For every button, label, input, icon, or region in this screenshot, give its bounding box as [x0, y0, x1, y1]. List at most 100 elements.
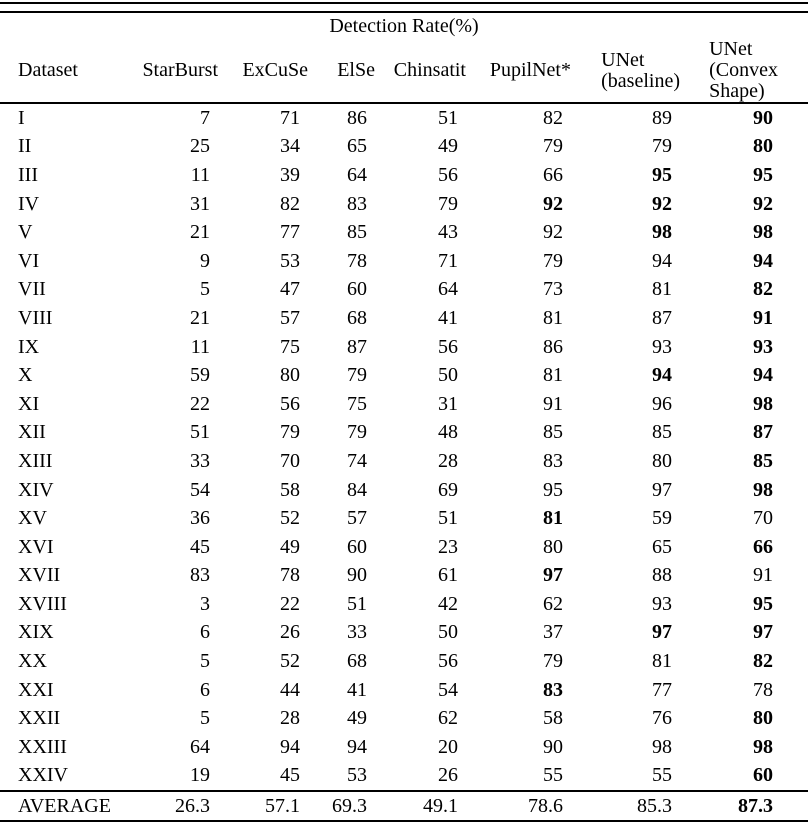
- dataset-cell: I: [18, 106, 25, 129]
- column-header-label: ExCuSe: [242, 59, 308, 81]
- value-cell: 81: [543, 507, 563, 530]
- table-head: Detection Rate(%) Dataset StarBurst ExCuSe…: [0, 13, 808, 103]
- value-cell: 39: [280, 163, 300, 186]
- table-row: XVI 45 49 60 23 80 65 66: [0, 533, 808, 562]
- column-header-starburst: StarBurst: [130, 39, 218, 103]
- value-cell: 62: [438, 707, 458, 730]
- table-row: III 11 39 64 56 66 95 95: [0, 161, 808, 190]
- value-cell: 41: [347, 678, 367, 701]
- value-cell: 33: [347, 621, 367, 644]
- table-row: XXIV 19 45 53 26 55 55 60: [0, 762, 808, 792]
- dataset-cell: X: [18, 364, 33, 387]
- table-row: II 25 34 65 49 79 79 80: [0, 133, 808, 162]
- value-cell: 53: [280, 249, 300, 272]
- value-cell: 87: [753, 421, 773, 444]
- column-header-dataset: Dataset: [0, 39, 130, 103]
- value-cell: 93: [652, 335, 672, 358]
- value-cell: 70: [280, 449, 300, 472]
- value-cell: 86: [543, 335, 563, 358]
- value-cell: 42: [438, 592, 458, 615]
- column-header-else: ElSe: [308, 39, 375, 103]
- value-cell: 93: [753, 335, 773, 358]
- value-cell: 68: [347, 650, 367, 673]
- value-cell: 74: [347, 449, 367, 472]
- value-cell: 43: [438, 221, 458, 244]
- dataset-cell: XI: [18, 392, 40, 415]
- value-cell: 54: [438, 678, 458, 701]
- value-cell: 51: [438, 507, 458, 530]
- value-cell: 50: [438, 364, 458, 387]
- value-cell: 80: [753, 707, 773, 730]
- value-cell: 28: [280, 707, 300, 730]
- value-cell: 48: [438, 421, 458, 444]
- table-row: XXII 5 28 49 62 58 76 80: [0, 704, 808, 733]
- value-cell: 49: [280, 535, 300, 558]
- value-cell: 94: [652, 249, 672, 272]
- value-cell: 6: [200, 621, 210, 644]
- value-cell: 76: [652, 707, 672, 730]
- table-row: XV 36 52 57 51 81 59 70: [0, 504, 808, 533]
- value-cell: 85: [543, 421, 563, 444]
- value-cell: 21: [190, 221, 210, 244]
- value-cell: 87: [652, 306, 672, 329]
- value-cell: 86: [347, 106, 367, 129]
- value-cell: 66: [753, 535, 773, 558]
- value-cell: 20: [438, 735, 458, 758]
- value-cell: 85: [753, 449, 773, 472]
- value-cell: 78: [280, 564, 300, 587]
- value-cell: 80: [543, 535, 563, 558]
- dataset-cell: XXIII: [18, 735, 67, 758]
- value-cell: 95: [543, 478, 563, 501]
- average-row: AVERAGE 26.3 57.1 69.3 49.1 78.6 85.3 87.3: [0, 791, 808, 822]
- value-cell: 69: [438, 478, 458, 501]
- value-cell: 41: [438, 306, 458, 329]
- dataset-cell: XV: [18, 507, 47, 530]
- table-body: I 7 71 86 51 82 89 90 II 25 34 65 49 79 79 80 III 11 39 64 5…: [0, 103, 808, 822]
- value-cell: 82: [280, 192, 300, 215]
- value-cell: 87: [347, 335, 367, 358]
- table-row: VII 5 47 60 64 73 81 82: [0, 276, 808, 305]
- value-cell: 51: [347, 592, 367, 615]
- dataset-cell: V: [18, 221, 33, 244]
- value-cell: 71: [438, 249, 458, 272]
- dataset-cell: XIX: [18, 621, 54, 644]
- table-row: VIII 21 57 68 41 81 87 91: [0, 304, 808, 333]
- dataset-cell: III: [18, 163, 38, 186]
- value-cell: 59: [190, 364, 210, 387]
- dataset-cell: XVI: [18, 535, 54, 558]
- value-cell: 25: [190, 135, 210, 158]
- value-cell: 52: [280, 507, 300, 530]
- value-cell: 94: [753, 249, 773, 272]
- dataset-cell: II: [18, 135, 32, 158]
- value-cell: 56: [438, 335, 458, 358]
- value-cell: 79: [347, 364, 367, 387]
- value-cell: 79: [280, 421, 300, 444]
- value-cell: 59: [652, 507, 672, 530]
- value-cell: 64: [190, 735, 210, 758]
- value-cell: 5: [200, 707, 210, 730]
- value-cell: 81: [652, 650, 672, 673]
- value-cell: 49: [438, 135, 458, 158]
- value-cell: 81: [543, 306, 563, 329]
- value-cell: 75: [280, 335, 300, 358]
- column-header-label: Dataset: [18, 59, 78, 81]
- value-cell: 78: [753, 678, 773, 701]
- table-row: XX 5 52 68 56 79 81 82: [0, 647, 808, 676]
- value-cell: 78: [347, 249, 367, 272]
- value-cell: 97: [652, 478, 672, 501]
- value-cell: 71: [280, 106, 300, 129]
- table-title: Detection Rate(%): [329, 14, 479, 37]
- value-cell: 82: [543, 106, 563, 129]
- value-cell: 5: [200, 278, 210, 301]
- value-cell: 79: [543, 650, 563, 673]
- value-cell: 89: [652, 106, 672, 129]
- value-cell: 19: [190, 764, 210, 787]
- value-cell: 98: [652, 735, 672, 758]
- value-cell: 22: [280, 592, 300, 615]
- column-header-unet-convex: UNet (Convex Shape): [680, 39, 808, 103]
- value-cell: 37: [543, 621, 563, 644]
- value-cell: 26: [280, 621, 300, 644]
- value-cell: 94: [347, 735, 367, 758]
- top-rule-gap: [0, 4, 808, 11]
- value-cell: 5: [200, 650, 210, 673]
